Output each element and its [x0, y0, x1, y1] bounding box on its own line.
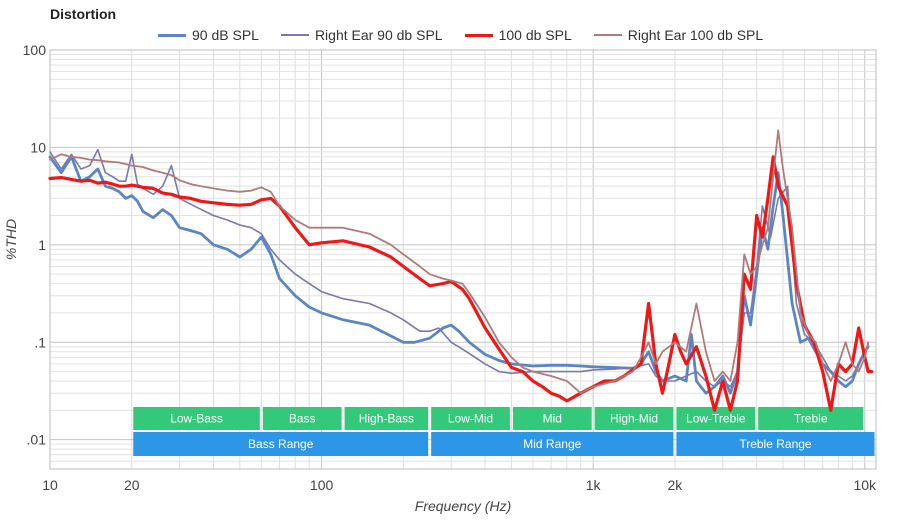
x-tick-label: 100: [310, 477, 334, 493]
legend-swatch: [464, 33, 493, 37]
y-tick-label: 1: [38, 237, 46, 253]
range-band-label: High-Bass: [359, 412, 414, 426]
plot-frame: [49, 49, 877, 470]
range-band: [594, 407, 674, 430]
range-band-label: High-Mid: [610, 412, 658, 426]
range-band: [344, 407, 429, 430]
range-band-label: Low-Bass: [170, 412, 223, 426]
range-band-label: Low-Mid: [448, 412, 493, 426]
series-lines: [48, 129, 874, 412]
range-band: [431, 407, 510, 430]
range-band-label: Low-Treble: [686, 412, 746, 426]
legend-label: Right Ear 100 db SPL: [627, 27, 764, 43]
range-bands: Low-Bass Bass High-Bass Low-Mid Mid High-Mid L…: [133, 407, 875, 456]
legend-item-right-ear-100db[interactable]: Right Ear 100 db SPL: [593, 27, 764, 43]
range-band: [431, 432, 674, 456]
legend-label: 100 db SPL: [498, 27, 572, 43]
series-line-2: [49, 148, 869, 388]
range-band-label: Treble Range: [739, 437, 812, 451]
legend-swatch: [158, 33, 186, 37]
range-band: [262, 407, 342, 430]
x-tick-label: 10: [42, 477, 58, 493]
range-band: [758, 407, 864, 430]
legend-swatch: [280, 34, 309, 36]
x-axis-title: Frequency (Hz): [415, 498, 511, 514]
range-band-label: Mid Range: [523, 437, 581, 451]
legend-item-90db[interactable]: 90 dB SPL: [158, 27, 259, 43]
y-tick-label: 100: [23, 42, 47, 58]
series-line-4: [49, 129, 870, 395]
range-band: [512, 407, 592, 430]
x-tick-label: 1k: [586, 477, 602, 493]
x-tick-label: 20: [124, 477, 140, 493]
legend-item-100db[interactable]: 100 db SPL: [464, 27, 572, 43]
range-band: [676, 407, 756, 430]
range-band-label: Treble: [794, 412, 828, 426]
range-band: [133, 432, 429, 456]
range-band-label: Bass Range: [248, 437, 314, 451]
range-band: [676, 432, 875, 456]
chart-title: Distortion: [50, 6, 117, 22]
legend-item-right-ear-90db[interactable]: Right Ear 90 db SPL: [280, 27, 443, 43]
legend-label: 90 dB SPL: [192, 27, 259, 43]
range-band-label: Bass: [289, 412, 316, 426]
range-band-label: Mid: [543, 412, 562, 426]
y-tick-label: .01: [27, 432, 47, 448]
range-band: [133, 407, 260, 430]
series-line-3: [48, 155, 874, 412]
y-tick-label: 10: [30, 139, 46, 155]
x-tick-label: 2k: [668, 477, 684, 493]
x-tick-label: 10k: [853, 477, 877, 493]
y-axis-title: %THD: [3, 219, 19, 260]
legend-swatch: [593, 34, 622, 36]
chart-legend: 90 dB SPL Right Ear 90 db SPL 100 db SPL…: [158, 27, 763, 43]
legend-label: Right Ear 90 db SPL: [314, 27, 443, 43]
y-tick-label: .1: [34, 334, 46, 350]
